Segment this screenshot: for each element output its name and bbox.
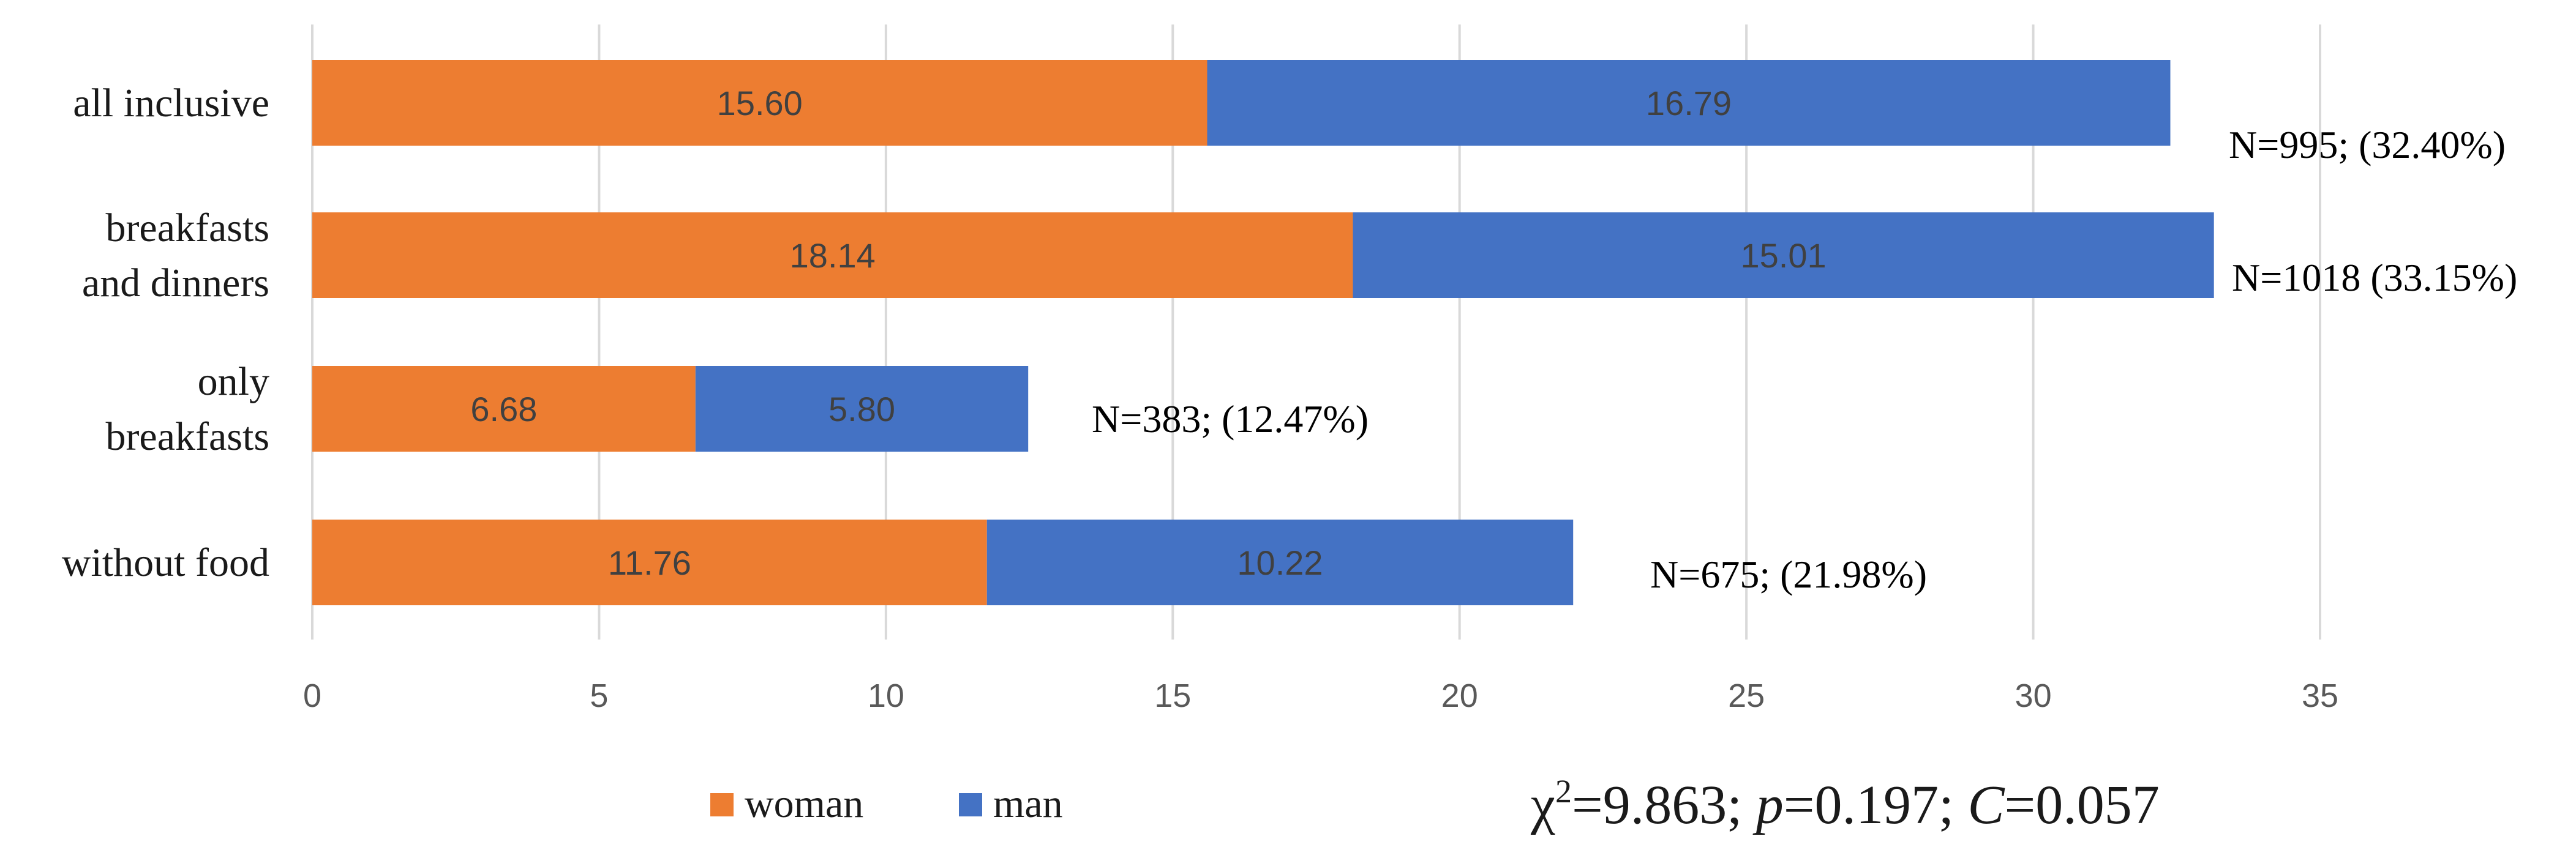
x-tick-label: 5 <box>590 677 608 714</box>
bar-value-label: 15.60 <box>717 84 803 122</box>
sample-size-annotation: N=995; (32.40%) <box>2229 123 2506 166</box>
chi-superscript: 2 <box>1555 773 1572 810</box>
bar-man <box>1207 60 2171 146</box>
x-axis-tick-labels: 0 5 10 15 20 25 30 35 <box>303 677 2338 714</box>
category-label: breakfasts <box>105 414 269 459</box>
x-tick-label: 0 <box>303 677 321 714</box>
bar-woman <box>312 60 1207 146</box>
x-tick-label: 10 <box>868 677 904 714</box>
c-value: =0.057 <box>2005 775 2160 835</box>
legend-label-man: man <box>993 782 1063 826</box>
x-tick-label: 20 <box>1441 677 1478 714</box>
bar-woman <box>312 366 696 452</box>
bar-man <box>986 520 1574 605</box>
legend: woman man <box>710 782 1063 826</box>
p-symbol: p <box>1752 775 1784 835</box>
legend-label-woman: woman <box>745 782 863 826</box>
category-labels: all inclusive breakfasts and dinners only br… <box>62 81 269 585</box>
p-value: =0.197; <box>1784 775 1968 835</box>
c-symbol: C <box>1967 775 2005 835</box>
sample-size-annotation: N=383; (12.47%) <box>1092 397 1369 441</box>
bar-marks: 15.60 16.79 18.14 15.01 6.68 5.80 11.76 10.22 <box>312 60 2214 605</box>
bar-value-label: 11.76 <box>608 543 691 582</box>
category-label: without food <box>62 540 269 585</box>
bar-value-label: 16.79 <box>1646 84 1732 122</box>
sample-size-annotation: N=675; (21.98%) <box>1650 553 1927 596</box>
bar-value-label: 6.68 <box>470 390 537 428</box>
x-tick-label: 35 <box>2302 677 2338 714</box>
bar-man <box>1353 212 2214 298</box>
category-label: only <box>198 359 269 404</box>
bar-value-label: 15.01 <box>1740 236 1826 275</box>
bar-woman <box>312 212 1353 298</box>
statistics-text: χ2=9.863; p=0.197; C=0.057 <box>1530 773 2160 835</box>
bar-value-label: 18.14 <box>790 236 876 275</box>
bar-value-label: 5.80 <box>828 390 895 428</box>
legend-swatch-man <box>959 793 982 816</box>
bar-man <box>695 366 1029 452</box>
chi-value: =9.863; <box>1572 775 1756 835</box>
sample-size-annotation: N=1018 (33.15%) <box>2232 256 2517 299</box>
bar-woman <box>312 520 987 605</box>
x-tick-label: 15 <box>1154 677 1191 714</box>
sample-size-annotations: N=995; (32.40%) N=1018 (33.15%) N=383; (12… <box>1092 123 2517 596</box>
chi-symbol: χ <box>1530 775 1555 835</box>
bar-value-label: 10.22 <box>1237 543 1323 582</box>
legend-swatch-woman <box>710 793 734 816</box>
x-tick-label: 30 <box>2015 677 2052 714</box>
x-tick-label: 25 <box>1728 677 1765 714</box>
category-label: all inclusive <box>73 81 269 125</box>
category-label: breakfasts <box>105 206 269 250</box>
category-label: and dinners <box>82 261 269 305</box>
